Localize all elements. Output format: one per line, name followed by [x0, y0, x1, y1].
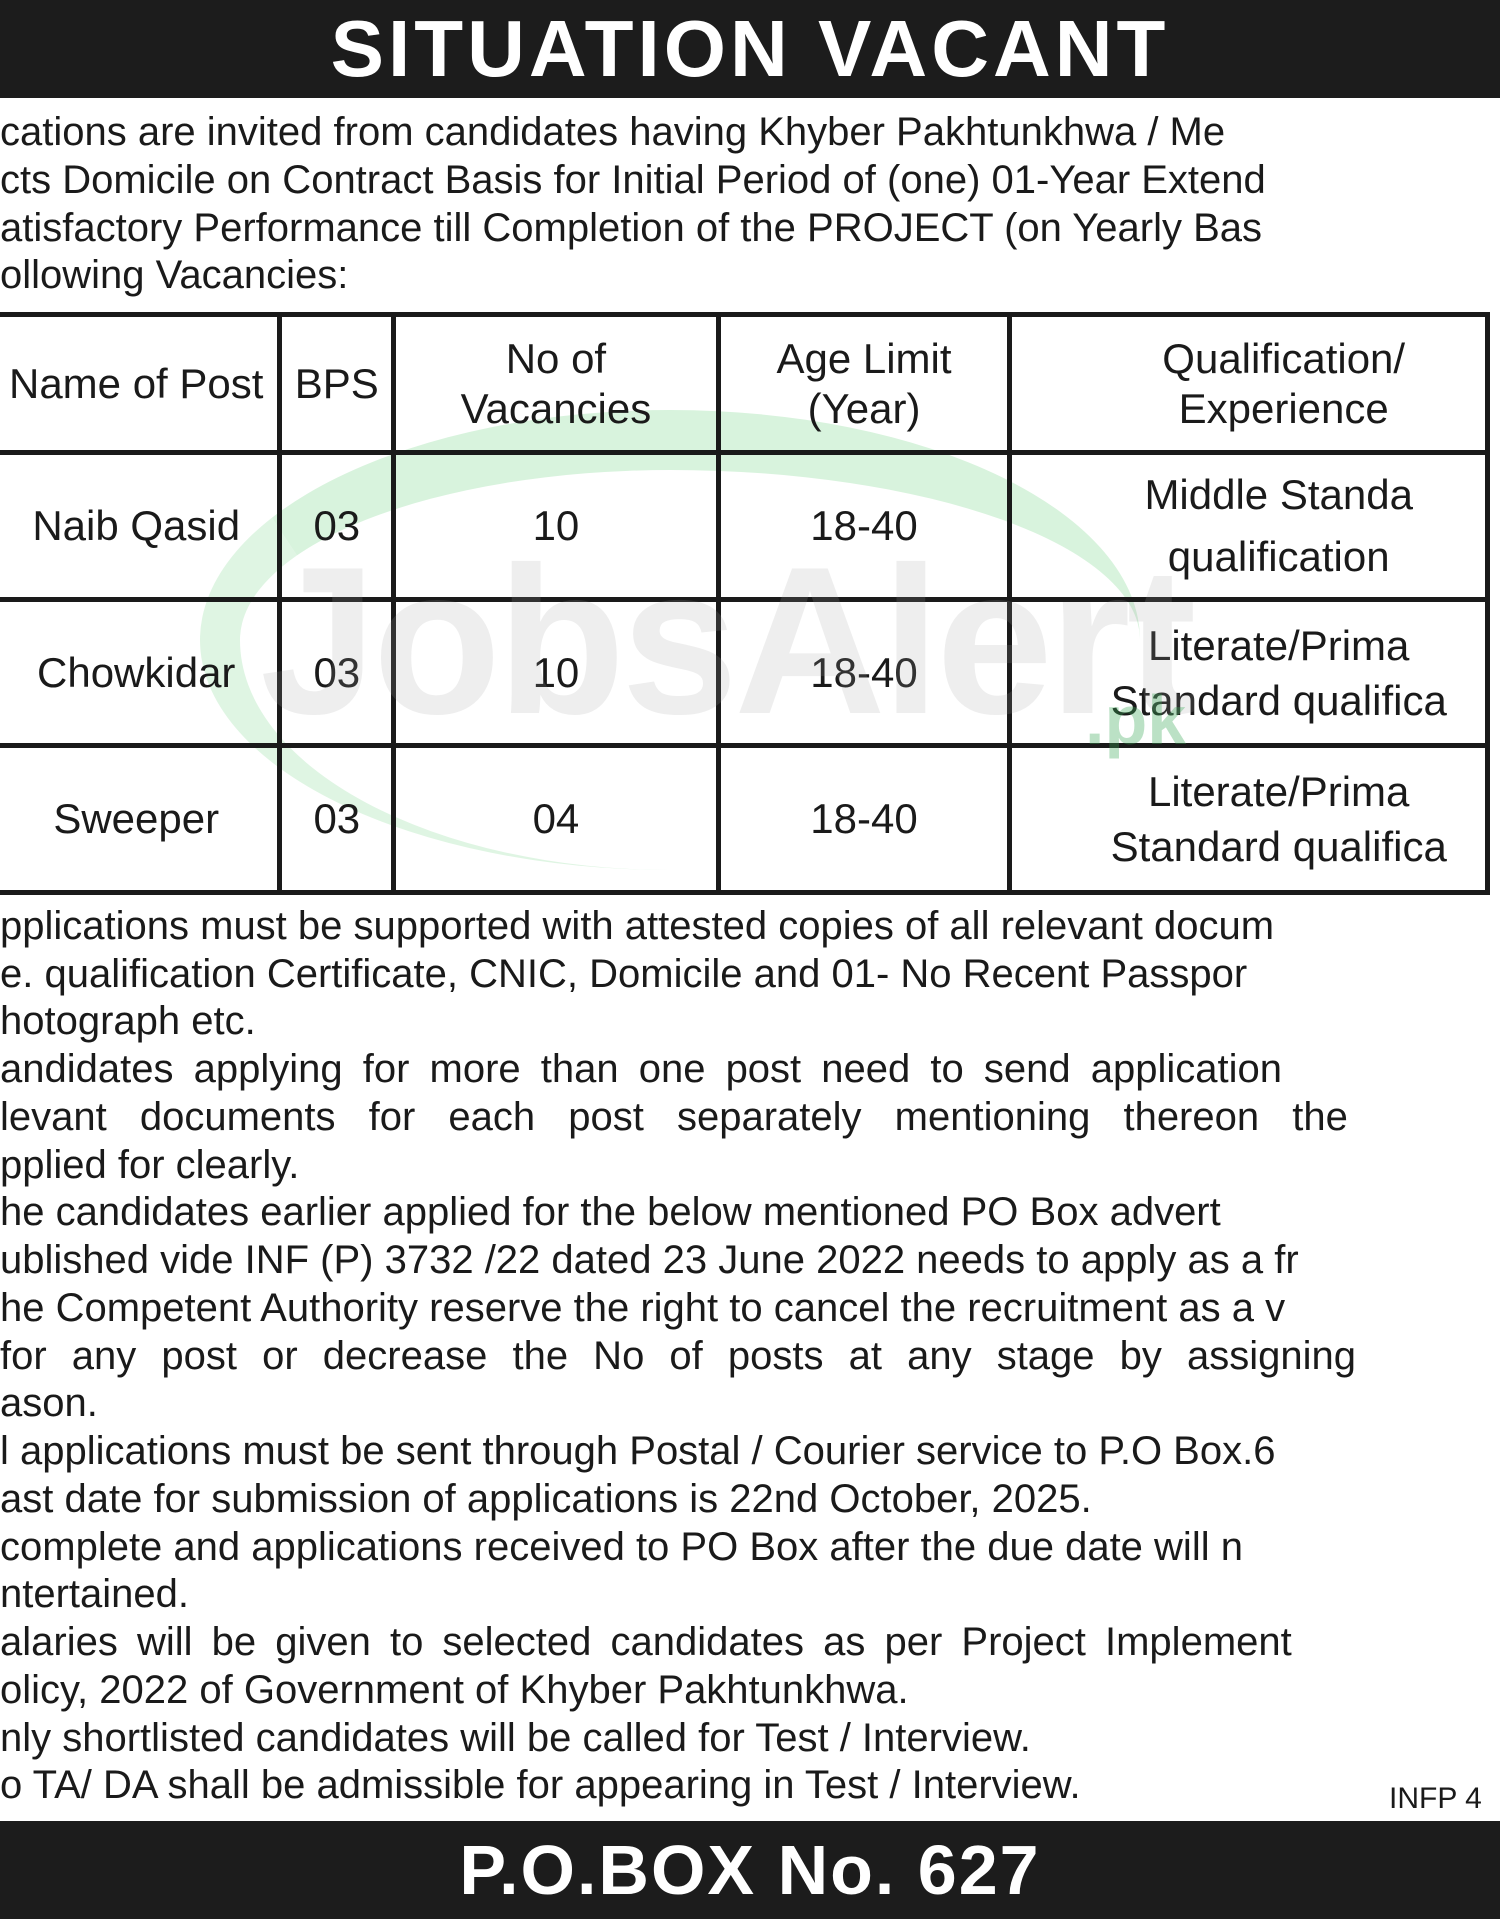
intro-line: cations are invited from candidates havi…: [0, 110, 1226, 154]
terms-line: ast date for submission of applications …: [0, 1477, 1092, 1521]
terms-line: for any post or decrease the No of posts…: [0, 1334, 1357, 1378]
terms-line: pplied for clearly.: [0, 1143, 300, 1187]
terms-line: hotograph etc.: [0, 999, 256, 1043]
table-row: Naib Qasid 03 10 18-40 Middle Standa qua…: [0, 450, 1490, 602]
page-title: SITUATION VACANT: [330, 4, 1170, 93]
cell-bps: 03: [277, 597, 397, 748]
cell-post: Naib Qasid: [0, 450, 283, 602]
terms-line: ason.: [0, 1381, 98, 1425]
terms-line: nly shortlisted candidates will be calle…: [0, 1716, 1031, 1760]
terms-line: l applications must be sent through Post…: [0, 1429, 1276, 1473]
intro-line: cts Domicile on Contract Basis for Initi…: [0, 158, 1266, 202]
terms-line: olicy, 2022 of Government of Khyber Pakh…: [0, 1668, 909, 1712]
po-box-banner: P.O.BOX No. 627: [0, 1821, 1500, 1919]
terms-line: he Competent Authority reserve the right…: [0, 1286, 1286, 1330]
cell-qualification: Literate/Prima Standard qualifica: [1007, 597, 1490, 748]
table-header-row: Name of Post BPS No of Vacancies Age Lim…: [0, 312, 1490, 455]
cell-vacancies: 10: [391, 450, 721, 602]
header-bps: BPS: [277, 312, 397, 455]
po-box-number: P.O.BOX No. 627: [459, 1831, 1041, 1909]
cell-post: Sweeper: [0, 743, 283, 895]
terms-line: alaries will be given to selected candid…: [0, 1620, 1292, 1664]
terms-line: complete and applications received to PO…: [0, 1525, 1243, 1569]
terms-line: pplications must be supported with attes…: [0, 904, 1275, 948]
cell-vacancies: 04: [391, 743, 721, 895]
terms-line: ublished vide INF (P) 3732 /22 dated 23 …: [0, 1238, 1299, 1282]
terms-line: he candidates earlier applied for the be…: [0, 1190, 1221, 1234]
title-banner: SITUATION VACANT: [0, 0, 1500, 98]
vacancy-table: Name of Post BPS No of Vacancies Age Lim…: [0, 312, 1490, 895]
cell-qualification: Middle Standa qualification: [1007, 450, 1490, 602]
cell-vacancies: 10: [391, 597, 721, 748]
table-row: Sweeper 03 04 18-40 Literate/Prima Stand…: [0, 743, 1490, 895]
cell-bps: 03: [277, 450, 397, 602]
terms-line: andidates applying for more than one pos…: [0, 1047, 1282, 1091]
cell-qualification: Literate/Prima Standard qualifica: [1007, 743, 1490, 895]
intro-line: atisfactory Performance till Completion …: [0, 206, 1263, 250]
watermark-suffix: .pk: [1085, 681, 1187, 759]
header-post: Name of Post: [0, 312, 283, 455]
intro-line: ollowing Vacancies:: [0, 253, 349, 297]
terms-line: levant documents for each post separatel…: [0, 1095, 1348, 1139]
terms-line: o TA/ DA shall be admissible for appeari…: [0, 1763, 1081, 1807]
terms-line: ntertained.: [0, 1572, 190, 1616]
cell-age: 18-40: [715, 743, 1013, 895]
terms-line: e. qualification Certificate, CNIC, Domi…: [0, 952, 1248, 996]
header-qualification: Qualification/ Experience: [1007, 312, 1490, 455]
cell-age: 18-40: [715, 597, 1013, 748]
infp-reference: INFP 4: [1389, 1782, 1482, 1815]
cell-age: 18-40: [715, 450, 1013, 602]
header-age: Age Limit (Year): [715, 312, 1013, 455]
cell-bps: 03: [277, 743, 397, 895]
cell-post: Chowkidar: [0, 597, 283, 748]
header-vacancies: No of Vacancies: [391, 312, 721, 455]
table-row: Chowkidar 03 10 18-40 Literate/Prima Sta…: [0, 597, 1490, 748]
